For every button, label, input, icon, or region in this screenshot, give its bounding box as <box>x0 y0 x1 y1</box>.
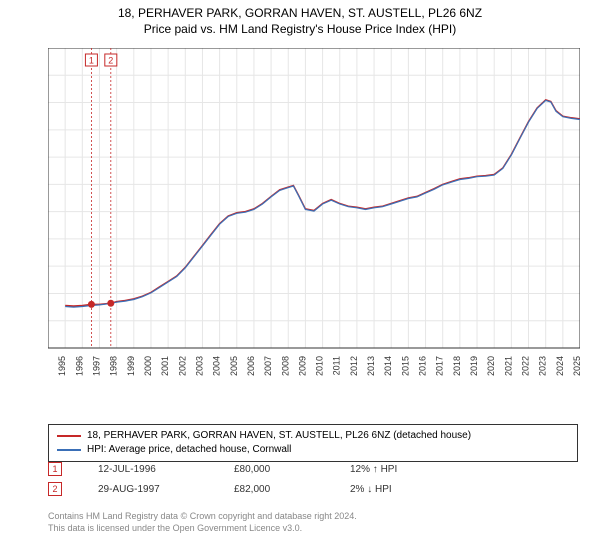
footer-line-1: Contains HM Land Registry data © Crown c… <box>48 510 357 522</box>
svg-text:2002: 2002 <box>177 356 187 376</box>
event-date: 12-JUL-1996 <box>98 464 198 475</box>
svg-text:2: 2 <box>108 56 113 66</box>
title-block: 18, PERHAVER PARK, GORRAN HAVEN, ST. AUS… <box>0 0 600 36</box>
svg-text:1994: 1994 <box>48 356 50 376</box>
event-marker: 1 <box>48 462 62 476</box>
event-price: £82,000 <box>234 484 314 495</box>
event-price: £80,000 <box>234 464 314 475</box>
svg-text:1999: 1999 <box>126 356 136 376</box>
svg-text:1998: 1998 <box>109 356 119 376</box>
svg-text:2008: 2008 <box>280 356 290 376</box>
chart-container: 18, PERHAVER PARK, GORRAN HAVEN, ST. AUS… <box>0 0 600 560</box>
svg-text:2016: 2016 <box>418 356 428 376</box>
event-marker: 2 <box>48 482 62 496</box>
title-line-2: Price paid vs. HM Land Registry's House … <box>0 22 600 36</box>
footer-attribution: Contains HM Land Registry data © Crown c… <box>48 510 357 534</box>
svg-text:1: 1 <box>89 56 94 66</box>
event-delta: 2% ↓ HPI <box>350 484 430 495</box>
event-row: 1 12-JUL-1996 £80,000 12% ↑ HPI <box>48 462 578 476</box>
svg-text:2025: 2025 <box>572 356 580 376</box>
event-row: 2 29-AUG-1997 £82,000 2% ↓ HPI <box>48 482 578 496</box>
svg-text:2017: 2017 <box>435 356 445 376</box>
svg-text:2007: 2007 <box>263 356 273 376</box>
svg-text:2006: 2006 <box>246 356 256 376</box>
svg-text:1996: 1996 <box>74 356 84 376</box>
legend-swatch <box>57 435 81 437</box>
svg-text:2019: 2019 <box>469 356 479 376</box>
svg-text:2000: 2000 <box>143 356 153 376</box>
title-line-1: 18, PERHAVER PARK, GORRAN HAVEN, ST. AUS… <box>0 6 600 20</box>
svg-text:2001: 2001 <box>160 356 170 376</box>
svg-text:2020: 2020 <box>486 356 496 376</box>
legend-item: 18, PERHAVER PARK, GORRAN HAVEN, ST. AUS… <box>57 429 569 443</box>
svg-text:2013: 2013 <box>366 356 376 376</box>
svg-text:2009: 2009 <box>297 356 307 376</box>
svg-text:1995: 1995 <box>57 356 67 376</box>
line-chart: £0£50K£100K£150K£200K£250K£300K£350K£400… <box>48 48 580 386</box>
svg-text:2011: 2011 <box>332 356 342 375</box>
svg-text:2018: 2018 <box>452 356 462 376</box>
svg-text:2003: 2003 <box>194 356 204 376</box>
legend-item: HPI: Average price, detached house, Corn… <box>57 443 569 457</box>
svg-text:2010: 2010 <box>315 356 325 376</box>
event-date: 29-AUG-1997 <box>98 484 198 495</box>
svg-text:2021: 2021 <box>503 356 513 376</box>
event-table: 1 12-JUL-1996 £80,000 12% ↑ HPI 2 29-AUG-1997… <box>48 462 578 502</box>
svg-text:2005: 2005 <box>229 356 239 376</box>
legend: 18, PERHAVER PARK, GORRAN HAVEN, ST. AUS… <box>48 424 578 462</box>
legend-text: 18, PERHAVER PARK, GORRAN HAVEN, ST. AUS… <box>87 429 471 443</box>
svg-text:2004: 2004 <box>212 356 222 376</box>
legend-swatch <box>57 449 81 451</box>
svg-text:2012: 2012 <box>349 356 359 376</box>
legend-text: HPI: Average price, detached house, Corn… <box>87 443 291 457</box>
svg-text:2014: 2014 <box>383 356 393 376</box>
svg-text:2023: 2023 <box>538 356 548 376</box>
svg-text:1997: 1997 <box>91 356 101 376</box>
svg-text:2024: 2024 <box>555 356 565 376</box>
footer-line-2: This data is licensed under the Open Gov… <box>48 522 357 534</box>
svg-text:2015: 2015 <box>400 356 410 376</box>
svg-text:2022: 2022 <box>521 356 531 376</box>
event-delta: 12% ↑ HPI <box>350 464 430 475</box>
